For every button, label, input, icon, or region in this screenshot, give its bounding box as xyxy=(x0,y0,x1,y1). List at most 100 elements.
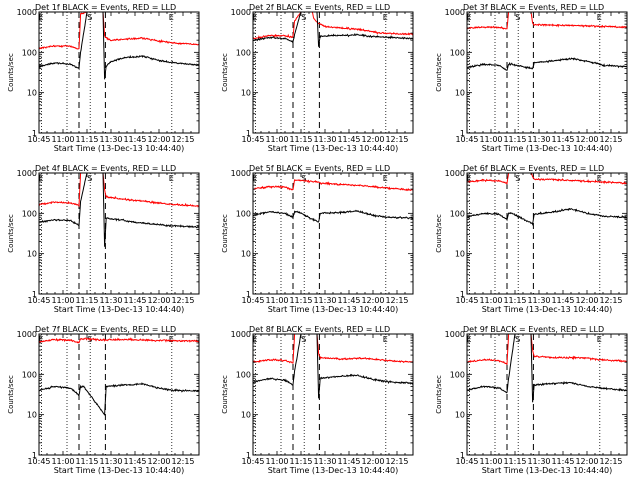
events-series-line xyxy=(38,11,200,80)
x-tick-label: 12:15 xyxy=(599,296,622,305)
y-tick-label: 1000 xyxy=(231,8,251,17)
y-tick-label: 10 xyxy=(27,411,37,420)
marker-label: S xyxy=(87,174,92,183)
x-tick-label: 12:15 xyxy=(385,296,408,305)
marker-label: S xyxy=(87,13,92,22)
y-tick-label: 1 xyxy=(460,451,465,460)
x-tick-label: 12:00 xyxy=(575,135,598,144)
marker-label: S xyxy=(301,335,306,344)
x-tick-label: 12:00 xyxy=(147,296,170,305)
y-axis-label: Counts/sec xyxy=(7,214,15,253)
y-tick-label: 1000 xyxy=(231,169,251,178)
y-tick-label: 100 xyxy=(450,48,465,57)
x-tick-label: 11:30 xyxy=(313,135,336,144)
x-tick-label: 10:45 xyxy=(27,135,50,144)
panel-title: Det 3f BLACK = Events, RED = LLD xyxy=(463,3,604,12)
x-tick-label: 11:15 xyxy=(289,135,312,144)
x-tick-label: 11:15 xyxy=(75,457,98,466)
x-tick-label: 11:15 xyxy=(503,457,526,466)
x-axis-label: Start Time (13-Dec-13 10:44:40) xyxy=(268,144,399,153)
x-tick-label: 11:30 xyxy=(99,135,122,144)
x-tick-label: 11:45 xyxy=(123,457,146,466)
marker-label: S xyxy=(301,13,306,22)
lld-series-line xyxy=(466,11,628,30)
marker-label: E xyxy=(466,13,471,22)
y-tick-label: 10 xyxy=(455,89,465,98)
x-tick-label: 11:00 xyxy=(265,135,288,144)
x-tick-label: 11:30 xyxy=(99,457,122,466)
x-tick-label: 10:45 xyxy=(241,296,264,305)
x-tick-label: 11:30 xyxy=(313,457,336,466)
y-tick-label: 100 xyxy=(22,209,37,218)
panel-title: Det 4f BLACK = Events, RED = LLD xyxy=(35,164,176,173)
x-tick-label: 11:15 xyxy=(289,296,312,305)
x-tick-label: 11:00 xyxy=(51,457,74,466)
x-tick-label: 10:45 xyxy=(27,457,50,466)
marker-label: E xyxy=(169,174,174,183)
lld-series-line xyxy=(252,178,414,192)
y-tick-label: 1 xyxy=(246,451,251,460)
x-tick-label: 11:00 xyxy=(51,296,74,305)
y-tick-label: 10 xyxy=(241,250,251,259)
x-tick-label: 11:00 xyxy=(51,135,74,144)
marker-label: E xyxy=(252,174,257,183)
x-tick-label: 11:30 xyxy=(527,296,550,305)
marker-label: S xyxy=(515,174,520,183)
y-tick-label: 100 xyxy=(22,48,37,57)
events-series-line xyxy=(252,11,414,47)
x-tick-label: 12:15 xyxy=(385,457,408,466)
marker-label: E xyxy=(169,13,174,22)
events-series-line xyxy=(38,172,200,247)
y-axis-label: Counts/sec xyxy=(221,375,229,414)
x-axis-label: Start Time (13-Dec-13 10:44:40) xyxy=(482,144,613,153)
x-axis-label: Start Time (13-Dec-13 10:44:40) xyxy=(482,305,613,314)
y-tick-label: 1000 xyxy=(231,330,251,339)
lld-series-line xyxy=(252,333,414,364)
x-axis-label: Start Time (13-Dec-13 10:44:40) xyxy=(482,466,613,475)
events-series-line xyxy=(466,57,628,71)
marker-label: E xyxy=(252,335,257,344)
marker-label: E xyxy=(169,335,174,344)
panel-title: Det 9f BLACK = Events, RED = LLD xyxy=(463,325,604,334)
x-tick-label: 12:15 xyxy=(171,457,194,466)
y-axis-label: Counts/sec xyxy=(7,53,15,92)
panel-title: Det 6f BLACK = Events, RED = LLD xyxy=(463,164,604,173)
x-tick-label: 10:45 xyxy=(455,457,478,466)
x-tick-label: 12:15 xyxy=(171,135,194,144)
marker-label: E xyxy=(466,335,471,344)
x-axis-label: Start Time (13-Dec-13 10:44:40) xyxy=(268,466,399,475)
y-tick-label: 10 xyxy=(455,411,465,420)
y-tick-label: 1 xyxy=(32,451,37,460)
marker-label: S xyxy=(515,335,520,344)
x-tick-label: 11:45 xyxy=(337,457,360,466)
x-tick-label: 11:45 xyxy=(551,296,574,305)
y-tick-label: 1000 xyxy=(17,169,37,178)
x-tick-label: 10:45 xyxy=(241,135,264,144)
y-tick-label: 1000 xyxy=(445,330,465,339)
x-tick-label: 10:45 xyxy=(455,135,478,144)
x-tick-label: 11:15 xyxy=(75,135,98,144)
y-tick-label: 100 xyxy=(450,370,465,379)
events-series-line xyxy=(252,333,414,399)
lld-series-line xyxy=(38,172,200,208)
marker-label: E xyxy=(597,174,602,183)
y-axis-label: Counts/sec xyxy=(435,375,443,414)
lld-series-line xyxy=(466,333,628,366)
x-axis-label: Start Time (13-Dec-13 10:44:40) xyxy=(54,144,185,153)
marker-label: E xyxy=(597,335,602,344)
y-tick-label: 1 xyxy=(32,129,37,138)
x-tick-label: 10:45 xyxy=(27,296,50,305)
x-tick-label: 11:00 xyxy=(479,457,502,466)
x-tick-label: 11:15 xyxy=(503,296,526,305)
y-tick-label: 1000 xyxy=(17,8,37,17)
y-tick-label: 100 xyxy=(236,48,251,57)
panel-title: Det 8f BLACK = Events, RED = LLD xyxy=(249,325,390,334)
